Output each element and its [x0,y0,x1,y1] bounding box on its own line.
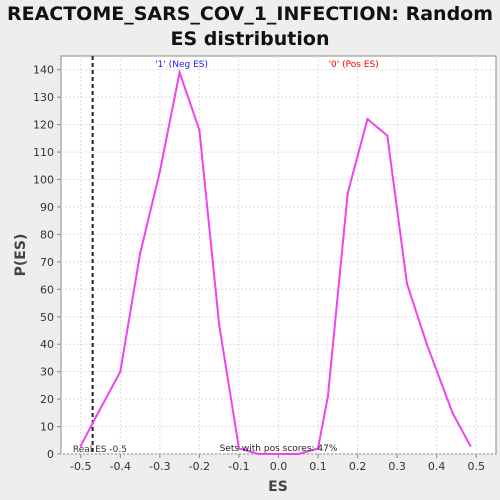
data-point [79,444,82,447]
x-tick-label: 0.1 [309,460,327,473]
y-tick-label: 10 [40,421,54,434]
chart-title-line-2: ES distribution [170,28,330,50]
chart-title-line-1: REACTOME_SARS_COV_1_INFECTION: Random [6,3,494,25]
y-tick-label: 100 [33,174,54,187]
data-point [451,411,454,415]
y-tick-label: 40 [40,338,54,351]
data-point [138,252,142,255]
data-point [346,192,349,195]
data-point [425,343,428,346]
neg-es-label: '1' (Neg ES) [155,60,208,70]
x-tick-label: -0.4 [110,460,131,473]
y-tick-label: 120 [33,119,54,132]
pos-scores-footnote: Sets with pos scores: 47% [220,444,338,454]
x-tick-label: 0.4 [428,460,446,473]
data-point [469,444,472,447]
x-tick-label: 0.0 [270,460,288,473]
data-point [257,452,260,456]
y-tick-label: 110 [33,146,54,159]
x-axis-label: ES [268,479,288,495]
y-tick-label: 80 [40,228,54,241]
data-point [178,71,181,74]
y-tick-label: 50 [40,311,54,324]
chart-title: REACTOME_SARS_COV_1_INFECTION: Random ES… [0,2,500,52]
data-point [95,414,98,417]
real-es-label: Real ES -0.5 [73,445,127,455]
data-point [316,447,320,450]
x-tick-label: 0.3 [388,460,406,473]
data-point [405,282,409,286]
y-axis-label: P(ES) [13,234,29,277]
plot-area [60,55,497,455]
y-tick-label: 30 [40,366,54,379]
x-tick-label: -0.5 [70,460,91,473]
series-points [79,71,472,456]
grid-lines [61,56,496,455]
x-tick-label: 0.2 [349,460,367,473]
data-point [158,170,162,173]
data-point [119,370,122,373]
data-point [217,323,221,327]
y-tick-label: 70 [40,256,54,269]
pos-es-label: '0' (Pos ES) [329,60,379,70]
data-point [326,395,330,398]
data-point [297,452,300,456]
y-tick-label: 0 [47,448,54,461]
data-point [366,117,369,121]
x-tick-label: -0.2 [189,460,210,473]
x-tick-label: -0.1 [228,460,249,473]
data-point [198,128,201,132]
y-tick-label: 90 [40,201,54,214]
y-axis-ticks: 0 10 20 30 40 50 60 70 80 90 100 110 120 130 140 [33,64,61,461]
data-point [277,452,280,456]
data-point [237,447,241,450]
y-tick-label: 130 [33,91,54,104]
data-point [386,134,389,137]
x-axis-ticks: -0.5 -0.4 -0.3 -0.2 -0.1 0.0 0.1 0.2 0.3 0.4 0.5 [70,454,485,473]
y-tick-label: 140 [33,64,54,77]
x-tick-label: 0.5 [467,460,485,473]
y-tick-label: 60 [40,283,54,296]
x-tick-label: -0.3 [149,460,170,473]
y-tick-label: 20 [40,393,54,406]
